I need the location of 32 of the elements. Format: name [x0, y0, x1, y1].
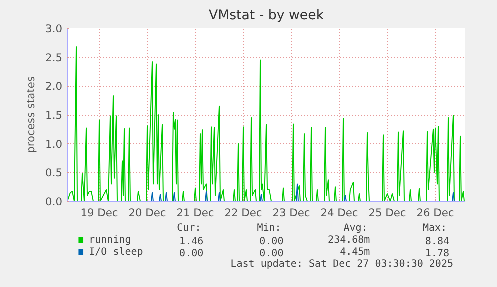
text: 0.00: [260, 236, 284, 248]
text: 1.46: [180, 236, 204, 248]
legend-label: I/O sleep: [89, 247, 144, 258]
x-tick-label: 21 Dec: [176, 206, 214, 220]
text: Max:: [423, 223, 448, 234]
text: 234.68m: [328, 235, 370, 246]
y-tick-label: 1.0: [46, 138, 63, 151]
x-tick-label: 19 Dec: [80, 206, 118, 220]
x-tick-label: 23 Dec: [272, 206, 310, 220]
text: 0.00: [180, 248, 204, 260]
text: Last update: Sat Dec 27 03:30:30 2025: [230, 259, 454, 270]
y-tick-label: 0.0: [46, 196, 63, 208]
y-tick-label: 0.5: [46, 166, 63, 180]
chart-title: VMstat - by week: [208, 8, 324, 24]
text: 8.84: [425, 236, 450, 248]
y-tick-label: 3.0: [46, 22, 63, 36]
text: Avg:: [344, 223, 368, 234]
y-axis-title: process states: [24, 76, 38, 154]
y-tick-label: 2.0: [46, 80, 63, 94]
text: 1.78: [425, 248, 450, 260]
y-tick-label: 2.5: [46, 51, 63, 64]
text: 0.00: [260, 248, 284, 260]
x-tick-label: 22 Dec: [224, 206, 262, 220]
y-tick-label: 1.5: [46, 109, 63, 122]
x-tick-label: 25 Dec: [368, 206, 406, 220]
x-tick-label: 26 Dec: [416, 206, 454, 220]
legend-label: running: [89, 235, 132, 246]
text: 4.45m: [340, 247, 370, 258]
text: Min:: [257, 223, 282, 234]
text: Cur:: [177, 223, 202, 234]
x-tick-label: 24 Dec: [320, 206, 358, 220]
x-tick-label: 20 Dec: [128, 206, 166, 220]
